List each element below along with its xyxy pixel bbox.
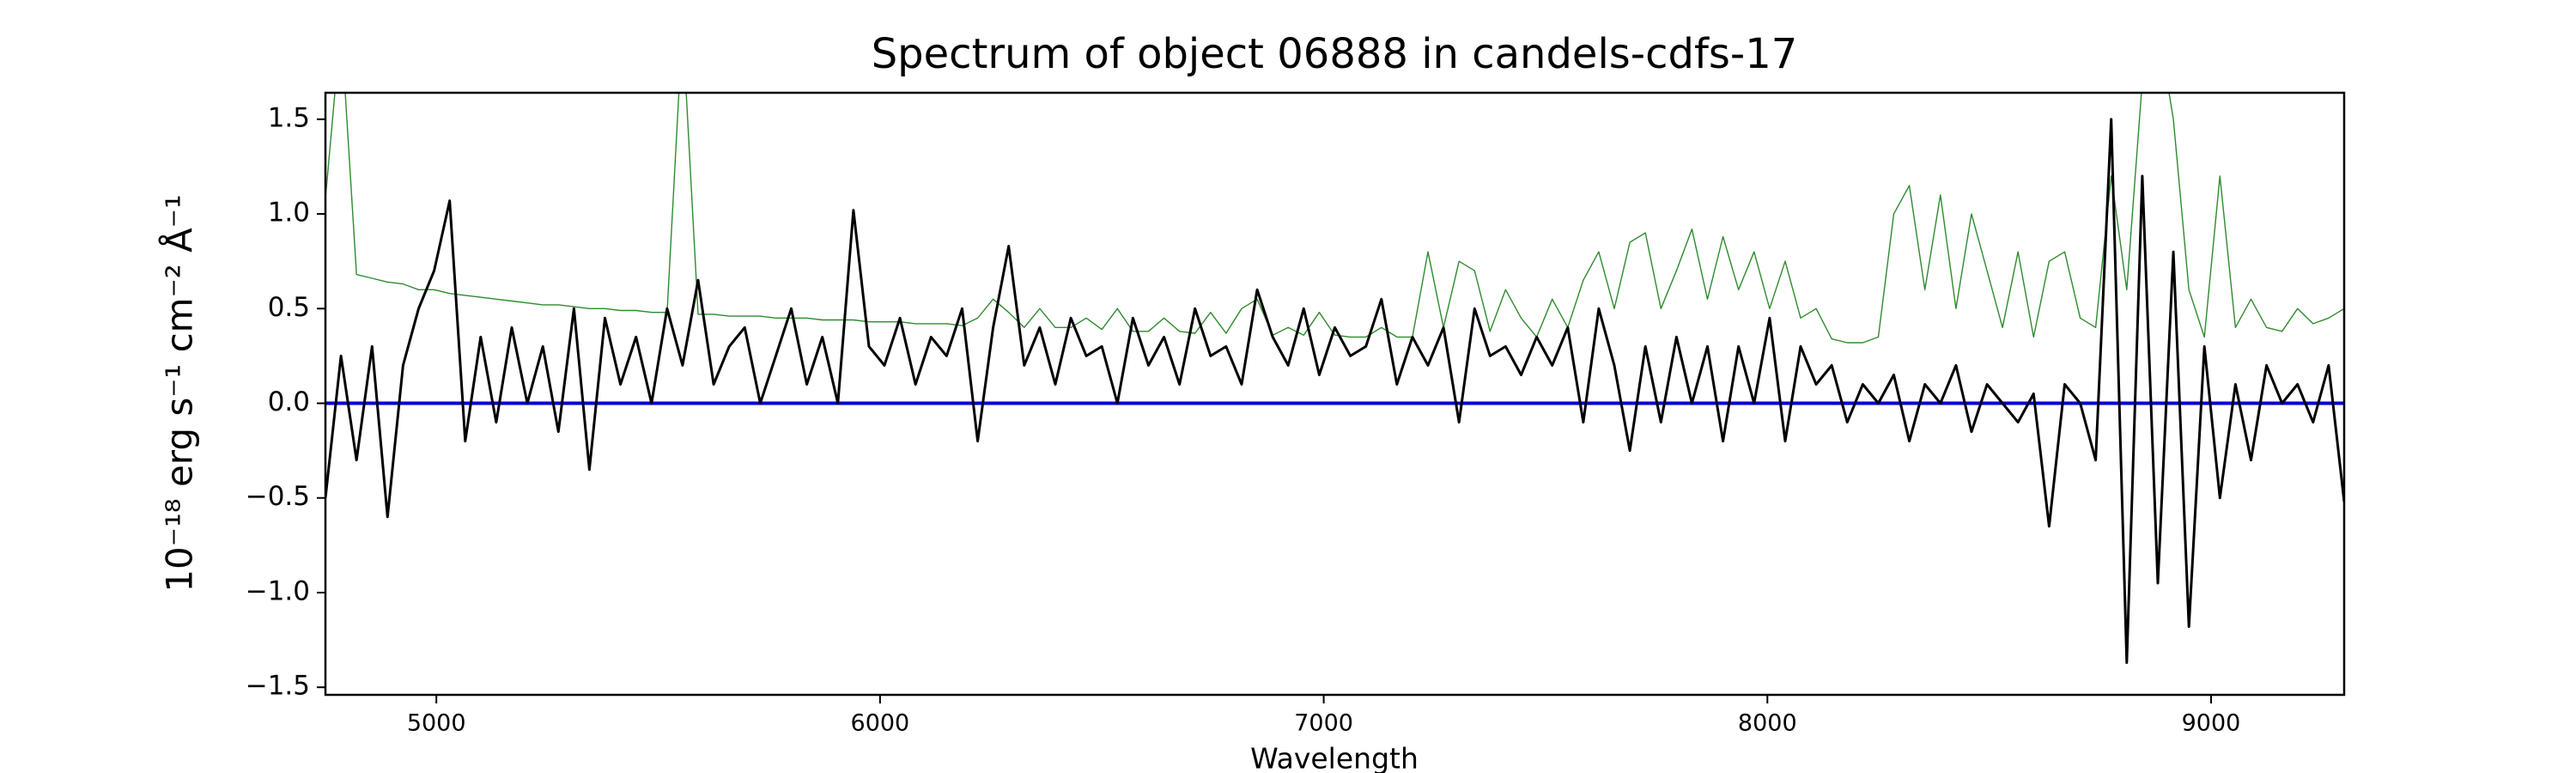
y-tick-label: 1.0 xyxy=(268,198,310,228)
y-tick-label: −0.5 xyxy=(246,481,310,512)
spectrum-line xyxy=(325,93,2344,344)
x-tick-label: 8000 xyxy=(1738,710,1797,737)
x-tick-label: 5000 xyxy=(407,710,466,737)
spectrum-line xyxy=(325,118,2344,664)
y-tick-label: −1.5 xyxy=(246,671,310,702)
x-tick-label: 9000 xyxy=(2182,710,2241,737)
x-axis-label: Wavelength xyxy=(1250,742,1419,773)
x-tick-label: 7000 xyxy=(1294,710,1353,737)
plot-area xyxy=(325,93,2344,664)
y-tick-label: 0.5 xyxy=(268,292,310,323)
y-axis-label: 10⁻¹⁸ erg s⁻¹ cm⁻² Å⁻¹ xyxy=(158,194,201,592)
chart-title: Spectrum of object 06888 in candels-cdfs… xyxy=(872,30,1798,78)
y-tick-label: 0.0 xyxy=(268,386,310,417)
plot-frame xyxy=(324,91,2346,697)
y-tick-label: 1.5 xyxy=(268,102,310,133)
y-tick-label: −1.0 xyxy=(246,575,310,606)
x-tick-label: 6000 xyxy=(851,710,910,737)
